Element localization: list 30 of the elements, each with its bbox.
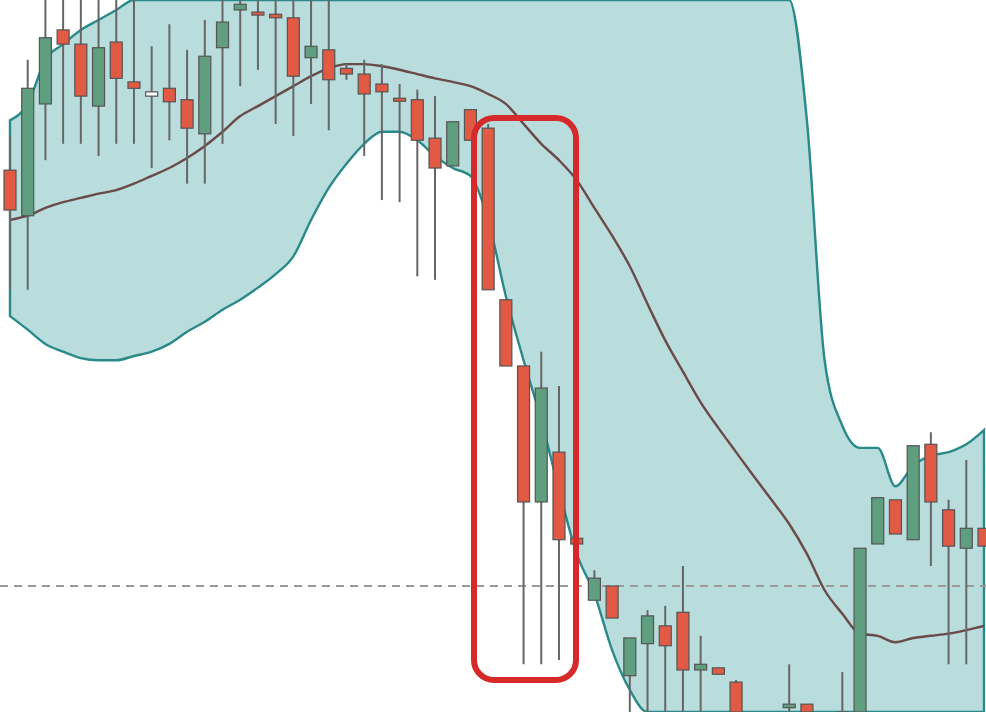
candlestick bbox=[729, 678, 743, 712]
candlestick bbox=[322, 0, 336, 132]
candlestick bbox=[251, 0, 265, 71]
candlestick bbox=[623, 636, 637, 712]
candlestick bbox=[640, 609, 655, 712]
candlestick bbox=[109, 0, 123, 145]
candlestick bbox=[428, 95, 442, 281]
candlestick bbox=[304, 0, 318, 105]
candlestick bbox=[3, 134, 17, 291]
candlestick bbox=[658, 604, 672, 712]
candlestick bbox=[410, 88, 424, 278]
candlestick bbox=[871, 497, 885, 545]
candlestick bbox=[587, 569, 601, 602]
candlestick bbox=[888, 499, 903, 535]
candlestick bbox=[393, 83, 407, 204]
candlestick bbox=[56, 0, 70, 145]
candlestick bbox=[233, 0, 247, 88]
candlestick bbox=[180, 48, 194, 185]
candlestick bbox=[215, 0, 230, 145]
candlestick bbox=[694, 634, 708, 712]
candlestick bbox=[357, 58, 371, 157]
candlestick bbox=[127, 0, 141, 145]
candlestick bbox=[835, 671, 849, 712]
candlestick bbox=[959, 458, 973, 666]
candlestick bbox=[162, 23, 176, 142]
candlestick bbox=[605, 585, 619, 619]
candlestick bbox=[446, 121, 460, 167]
candlestick bbox=[375, 63, 389, 202]
candlestick bbox=[941, 498, 956, 666]
candlestick bbox=[145, 45, 159, 170]
